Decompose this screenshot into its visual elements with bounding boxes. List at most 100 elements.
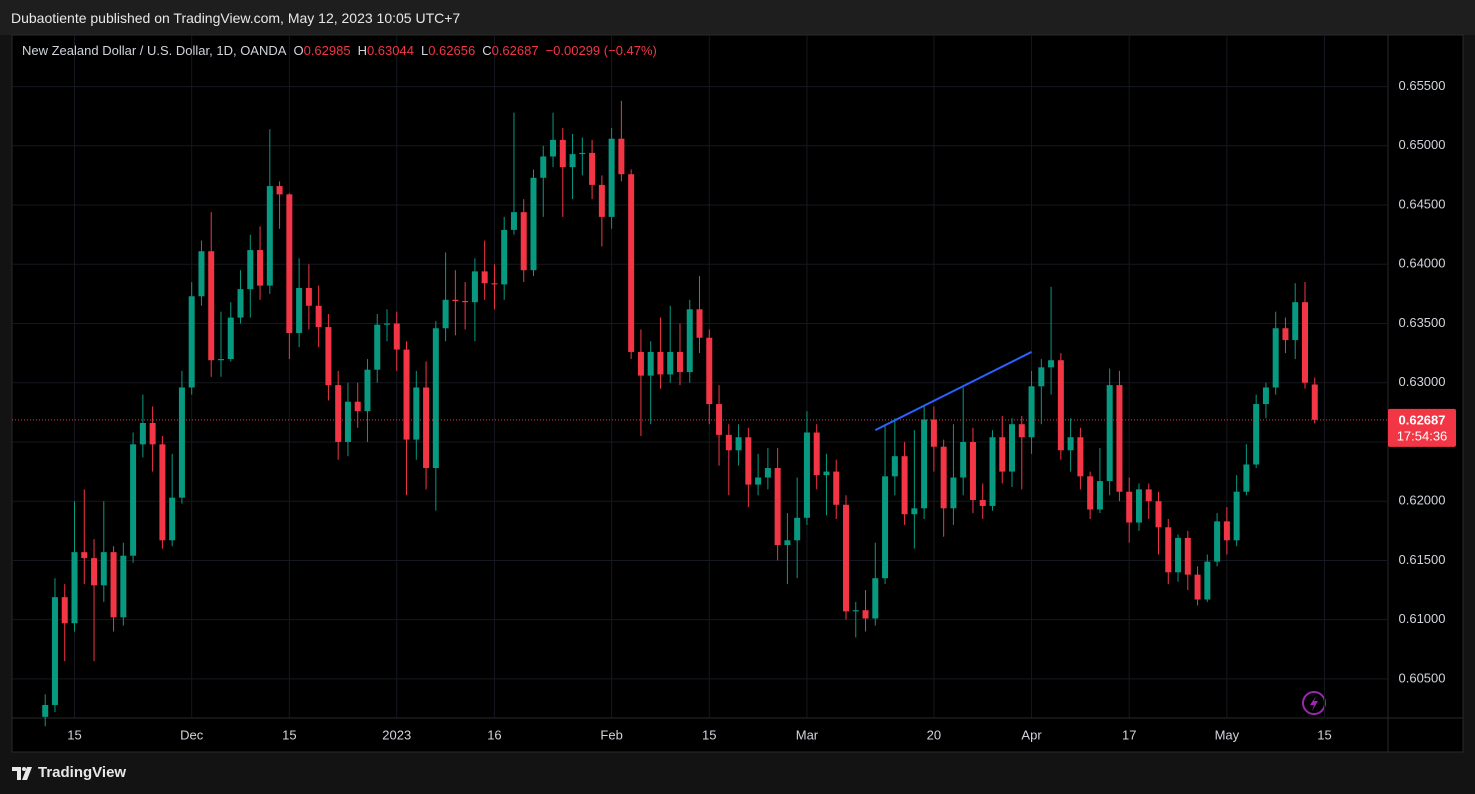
candle-body xyxy=(589,152,596,185)
chart-frame xyxy=(11,34,1464,753)
candle-body xyxy=(374,324,381,370)
candle-body xyxy=(950,477,957,509)
candle-body xyxy=(384,323,391,325)
candle-body xyxy=(364,369,371,412)
candle-body xyxy=(42,704,49,717)
candle-body xyxy=(81,552,88,559)
candle-body xyxy=(51,597,58,705)
candle-body xyxy=(1184,537,1191,575)
candle-body xyxy=(647,351,654,376)
x-tick-label: 2023 xyxy=(382,727,411,742)
candle-body xyxy=(1282,328,1289,341)
y-tick-label: 0.65500 xyxy=(1399,78,1446,93)
candle-body xyxy=(969,441,976,501)
low-value: 0.62656 xyxy=(428,43,476,58)
candle-body xyxy=(344,401,351,442)
y-tick-label: 0.63000 xyxy=(1399,374,1446,389)
candle-body xyxy=(1292,302,1299,341)
candle-body xyxy=(764,468,771,478)
candle-body xyxy=(911,508,918,515)
y-tick-label: 0.63500 xyxy=(1399,315,1446,330)
candle-body xyxy=(423,387,430,469)
high-value: 0.63044 xyxy=(366,43,414,58)
candle-body xyxy=(237,289,244,318)
candle-body xyxy=(1214,521,1221,562)
candle-body xyxy=(247,250,254,290)
candle-body xyxy=(403,349,410,440)
x-tick-label: Feb xyxy=(600,727,622,742)
candle-body xyxy=(569,154,576,168)
countdown: 17:54:36 xyxy=(1397,428,1448,443)
candle-body xyxy=(813,432,820,476)
candle-body xyxy=(149,423,156,445)
candle-body xyxy=(842,504,849,612)
candle-body xyxy=(784,540,791,546)
candle-body xyxy=(1009,424,1016,472)
publish-info: Dubaotiente published on TradingView.com… xyxy=(11,10,461,26)
open-key: O xyxy=(293,43,304,58)
x-tick-label: 15 xyxy=(282,727,296,742)
candle-body xyxy=(315,305,322,328)
candle-body xyxy=(71,552,78,624)
high-key: H xyxy=(357,43,367,58)
candle-body xyxy=(413,387,420,440)
open-value: 0.62985 xyxy=(303,43,351,58)
candle-body xyxy=(862,610,869,619)
y-tick-label: 0.61000 xyxy=(1399,611,1446,626)
candle-body xyxy=(1087,476,1094,510)
candle-body xyxy=(91,558,98,586)
y-tick-label: 0.60500 xyxy=(1399,670,1446,685)
candle-body xyxy=(1253,404,1260,465)
candle-body xyxy=(1126,491,1133,523)
candle-body xyxy=(628,174,635,352)
candle-body xyxy=(325,327,332,386)
candle-body xyxy=(452,299,459,301)
candle-body xyxy=(667,351,674,375)
candle-body xyxy=(354,401,361,412)
candle-body xyxy=(921,419,928,509)
candle-body xyxy=(823,471,830,476)
change: −0.00299 (−0.47%) xyxy=(545,43,657,58)
candle-body xyxy=(725,434,732,451)
candle-body xyxy=(676,351,683,373)
candle-body xyxy=(296,287,303,333)
low-key: L xyxy=(420,43,429,58)
candle-body xyxy=(598,184,605,217)
candle-body xyxy=(686,309,693,373)
candle-body xyxy=(755,477,762,485)
trend-line xyxy=(874,351,1032,432)
candle-body xyxy=(559,139,566,168)
candle-body xyxy=(1048,360,1055,368)
candle-body xyxy=(520,212,527,271)
candle-body xyxy=(960,441,967,478)
candle-body xyxy=(335,385,342,442)
candle-body xyxy=(745,437,752,485)
last-price-box xyxy=(1388,408,1456,447)
candle-body xyxy=(169,497,176,541)
footer-brand: TradingView xyxy=(38,764,127,781)
x-tick-label: Dec xyxy=(180,727,204,742)
y-tick-label: 0.61500 xyxy=(1399,552,1446,567)
candle-body xyxy=(266,186,273,286)
top-bar: Dubaotiente published on TradingView.com… xyxy=(0,0,1475,35)
y-tick-label: 0.65000 xyxy=(1399,137,1446,152)
candle-body xyxy=(1301,302,1308,383)
candle-body xyxy=(305,287,312,306)
candle-body xyxy=(1028,386,1035,438)
candle-body xyxy=(550,139,557,157)
candle-body xyxy=(618,138,625,175)
candle-body xyxy=(130,444,137,556)
candle-body xyxy=(1165,527,1172,573)
candle-body xyxy=(833,471,840,505)
candle-body xyxy=(774,468,781,546)
symbol: New Zealand Dollar / U.S. Dollar, 1D, OA… xyxy=(22,43,287,58)
candle-body xyxy=(803,432,810,518)
candle-body xyxy=(110,552,117,618)
y-tick-label: 0.64000 xyxy=(1399,256,1446,271)
candle-body xyxy=(286,194,293,333)
candle-body xyxy=(1057,360,1064,451)
candle-body xyxy=(217,359,224,361)
close-value: 0.62687 xyxy=(491,43,539,58)
candle-body xyxy=(1135,489,1142,523)
